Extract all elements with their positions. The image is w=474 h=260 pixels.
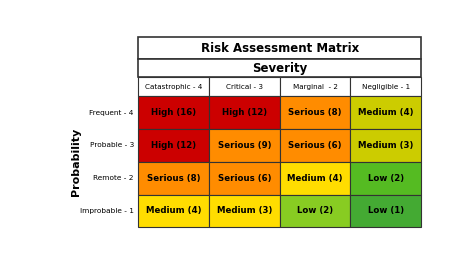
FancyBboxPatch shape <box>209 77 280 96</box>
Text: Medium (4): Medium (4) <box>358 108 413 117</box>
FancyBboxPatch shape <box>280 77 350 96</box>
Text: Serious (8): Serious (8) <box>147 174 201 183</box>
Text: Frequent - 4: Frequent - 4 <box>90 109 134 115</box>
FancyBboxPatch shape <box>350 162 421 194</box>
Text: Medium (3): Medium (3) <box>358 141 413 150</box>
Text: Risk Assessment Matrix: Risk Assessment Matrix <box>201 42 359 55</box>
FancyBboxPatch shape <box>138 77 209 96</box>
Text: Serious (6): Serious (6) <box>218 174 271 183</box>
Text: Medium (4): Medium (4) <box>146 206 201 216</box>
FancyBboxPatch shape <box>138 37 421 59</box>
Text: Probable - 3: Probable - 3 <box>90 142 134 148</box>
Text: Serious (6): Serious (6) <box>288 141 342 150</box>
Text: High (16): High (16) <box>151 108 196 117</box>
FancyBboxPatch shape <box>280 96 350 129</box>
Text: Medium (3): Medium (3) <box>217 206 272 216</box>
Text: Negligible - 1: Negligible - 1 <box>362 84 410 90</box>
FancyBboxPatch shape <box>209 96 280 129</box>
Text: Low (2): Low (2) <box>368 174 404 183</box>
Text: Marginal  - 2: Marginal - 2 <box>292 84 337 90</box>
FancyBboxPatch shape <box>209 162 280 194</box>
Text: Improbable - 1: Improbable - 1 <box>80 208 134 214</box>
FancyBboxPatch shape <box>138 129 209 162</box>
Text: High (12): High (12) <box>222 108 267 117</box>
Text: Low (1): Low (1) <box>368 206 404 216</box>
FancyBboxPatch shape <box>280 194 350 228</box>
FancyBboxPatch shape <box>350 96 421 129</box>
FancyBboxPatch shape <box>138 162 209 194</box>
Text: Severity: Severity <box>252 62 307 75</box>
FancyBboxPatch shape <box>350 77 421 96</box>
FancyBboxPatch shape <box>138 96 209 129</box>
FancyBboxPatch shape <box>350 194 421 228</box>
Text: Medium (4): Medium (4) <box>287 174 343 183</box>
Text: Catastrophic - 4: Catastrophic - 4 <box>145 84 202 90</box>
FancyBboxPatch shape <box>138 194 209 228</box>
Text: Critical - 3: Critical - 3 <box>226 84 263 90</box>
Text: Serious (8): Serious (8) <box>288 108 342 117</box>
FancyBboxPatch shape <box>209 194 280 228</box>
FancyBboxPatch shape <box>280 162 350 194</box>
FancyBboxPatch shape <box>280 129 350 162</box>
FancyBboxPatch shape <box>209 129 280 162</box>
FancyBboxPatch shape <box>350 129 421 162</box>
Text: Low (2): Low (2) <box>297 206 333 216</box>
Text: Serious (9): Serious (9) <box>218 141 271 150</box>
Text: Probability: Probability <box>71 128 81 196</box>
Text: High (12): High (12) <box>151 141 196 150</box>
Text: Remote - 2: Remote - 2 <box>93 175 134 181</box>
FancyBboxPatch shape <box>138 59 421 77</box>
